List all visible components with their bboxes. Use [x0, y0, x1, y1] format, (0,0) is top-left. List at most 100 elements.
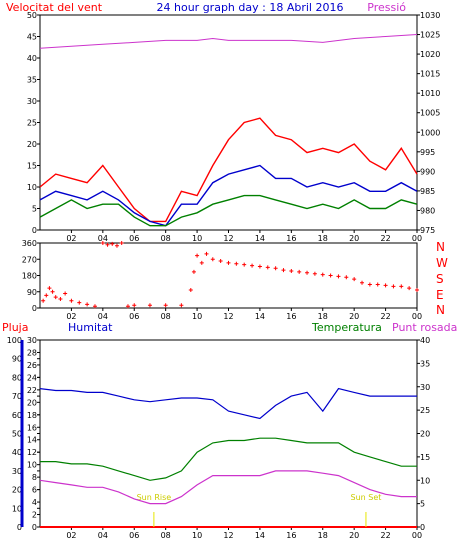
- direction-point: [100, 241, 105, 245]
- climate-x-tick-label: 18: [318, 531, 328, 540]
- wind-x-tick-label: 08: [161, 234, 171, 243]
- wind-y-tick-label: 20: [27, 140, 37, 149]
- rain-y-tick-label: 10: [27, 461, 37, 470]
- wind-x-tick-label: 06: [129, 234, 139, 243]
- direction-y-tick-label: 0: [32, 304, 37, 313]
- rain-y-tick-label: 30: [27, 336, 37, 345]
- legend-dewpoint: Punt rosada: [392, 321, 457, 334]
- direction-x-tick-label: 04: [98, 312, 108, 321]
- temp-y-tick-label: 15: [420, 453, 430, 462]
- direction-x-tick-label: 16: [286, 312, 296, 321]
- direction-x-tick-label: 12: [223, 312, 233, 321]
- wind-y-tick-label: 45: [27, 33, 37, 42]
- direction-point: [383, 283, 388, 288]
- direction-letter-w: W: [436, 256, 448, 270]
- direction-point: [85, 302, 90, 307]
- pressure-y-tick-label: 995: [420, 148, 435, 157]
- direction-point: [289, 268, 294, 273]
- direction-x-tick-label: 00: [412, 312, 422, 321]
- pressure-y-tick-label: 1000: [420, 128, 440, 137]
- graph-date-title: 24 hour graph day : 18 Abril 2016: [157, 1, 344, 14]
- direction-point: [58, 296, 63, 301]
- pressure-y-tick-label: 975: [420, 226, 435, 235]
- rain-y-tick-label: 26: [27, 361, 37, 370]
- direction-letters: N W S E N: [436, 240, 448, 317]
- direction-point: [119, 241, 124, 245]
- direction-point: [344, 275, 349, 280]
- humidity-line: [39, 387, 417, 420]
- humidity-y-tick-label: 0: [17, 523, 22, 532]
- climate-x-tick-label: 02: [66, 531, 76, 540]
- direction-point: [204, 251, 209, 256]
- pressure-y-tick-label: 980: [420, 206, 435, 215]
- direction-point: [125, 304, 130, 309]
- pressure-y-tick-label: 1025: [420, 31, 440, 40]
- direction-point: [257, 264, 262, 269]
- rain-y-tick-label: 24: [27, 373, 37, 382]
- direction-point: [191, 269, 196, 274]
- direction-point: [50, 289, 55, 294]
- humidity-y-tick-label: 10: [12, 504, 22, 513]
- wind-y-tick-label: 50: [27, 11, 37, 20]
- climate-x-tick-label: 22: [380, 531, 390, 540]
- temp-y-tick-label: 20: [420, 430, 430, 439]
- rain-y-tick-label: 2: [32, 511, 37, 520]
- pressure-line: [39, 34, 418, 49]
- rain-y-tick-label: 16: [27, 423, 37, 432]
- wind-x-tick-label: 22: [380, 234, 390, 243]
- humidity-y-tick-label: 70: [12, 392, 22, 401]
- direction-x-tick-label: 08: [161, 312, 171, 321]
- direction-point: [250, 263, 255, 268]
- direction-point: [41, 298, 46, 303]
- temp-y-tick-label: 10: [420, 476, 430, 485]
- pressure-y-tick-label: 1010: [420, 89, 440, 98]
- direction-point: [218, 259, 223, 264]
- climate-x-tick-label: 00: [412, 531, 422, 540]
- pressure-y-tick-label: 985: [420, 187, 435, 196]
- wind-y-tick-label: 15: [27, 162, 37, 171]
- direction-point: [47, 286, 52, 291]
- direction-point: [199, 260, 204, 265]
- direction-point: [210, 257, 215, 262]
- direction-x-tick-label: 06: [129, 312, 139, 321]
- wind-x-tick-label: 16: [286, 234, 296, 243]
- direction-point: [265, 265, 270, 270]
- climate-x-tick-label: 06: [129, 531, 139, 540]
- wind-y-tick-label: 0: [32, 226, 37, 235]
- wind-y-tick-label: 10: [27, 183, 37, 192]
- direction-point: [53, 295, 58, 300]
- legend-rain: Pluja: [2, 321, 28, 334]
- dewpoint-line: [39, 470, 417, 505]
- direction-point: [352, 277, 357, 282]
- direction-point: [179, 303, 184, 308]
- wind-y-tick-label: 30: [27, 97, 37, 106]
- direction-point: [360, 280, 365, 285]
- legend-temperature: Temperatura: [311, 321, 382, 334]
- rain-y-tick-label: 0: [32, 523, 37, 532]
- humidity-y-tick-label: 40: [12, 448, 22, 457]
- wind-x-tick-label: 14: [255, 234, 265, 243]
- direction-point: [147, 303, 152, 308]
- humidity-y-tick-label: 60: [12, 411, 22, 420]
- pressure-y-tick-label: 1020: [420, 50, 440, 59]
- rain-y-tick-label: 22: [27, 386, 37, 395]
- wind-x-tick-label: 18: [318, 234, 328, 243]
- humidity-y-tick-label: 50: [12, 430, 22, 439]
- direction-point: [375, 282, 380, 287]
- direction-point: [44, 293, 49, 298]
- temperature-line: [40, 437, 417, 481]
- wind-y-tick-label: 35: [27, 76, 37, 85]
- sunrise-label: Sun Rise: [137, 493, 172, 502]
- wind-x-tick-label: 10: [192, 234, 202, 243]
- legend-humidity: Humitat: [68, 321, 113, 334]
- climate-x-tick-label: 20: [349, 531, 359, 540]
- direction-x-tick-label: 02: [66, 312, 76, 321]
- direction-x-tick-label: 18: [318, 312, 328, 321]
- chart-marks: 0510152025303540455097598098599099510001…: [7, 11, 441, 540]
- direction-point: [234, 261, 239, 266]
- direction-point: [69, 298, 74, 303]
- rain-y-tick-label: 20: [27, 398, 37, 407]
- temp-y-tick-label: 40: [420, 336, 430, 345]
- direction-point: [105, 242, 110, 247]
- direction-point: [110, 241, 115, 246]
